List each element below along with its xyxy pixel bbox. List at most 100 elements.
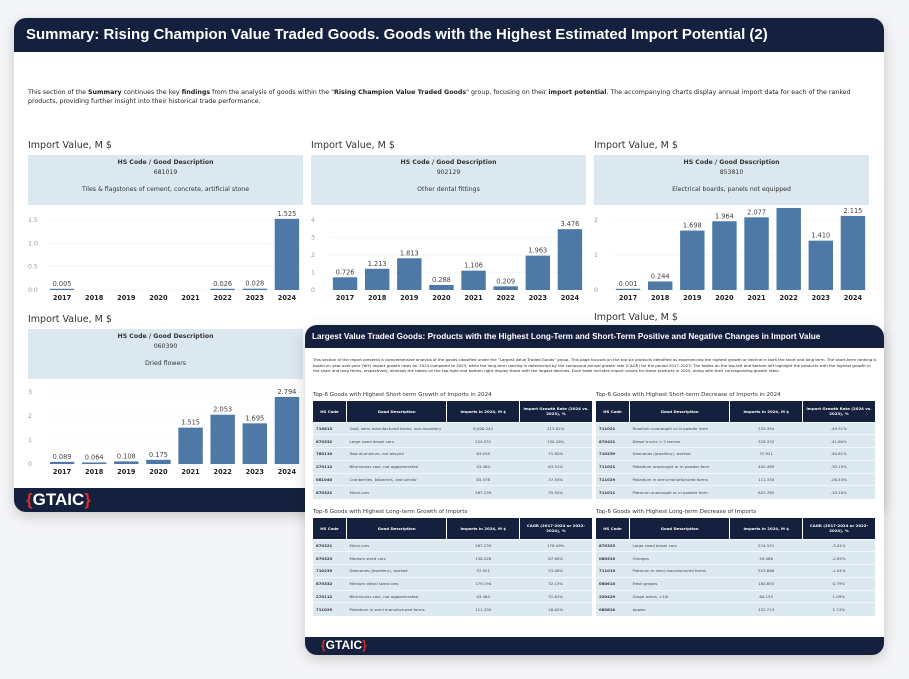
table-cell: 60.153: [729, 589, 803, 603]
column-header: Good Description: [346, 518, 448, 539]
data-label: 1.698: [683, 222, 702, 230]
table-cell: 1.09%: [802, 589, 875, 603]
data-label: 2.053: [213, 406, 232, 414]
bar-chart: 0 1 2 0.001 2017 0.244 2018 1.698 2019 1.964 2020 2…: [594, 208, 869, 302]
table-cell: 111.330: [729, 472, 803, 486]
gtaic-logo: {GTAIC}: [321, 638, 367, 652]
data-label: 1.695: [245, 414, 264, 422]
table-short-term-growth: Top-6 Goods with Highest Short-term Grow…: [313, 392, 592, 499]
data-label: 3.476: [560, 220, 579, 228]
column-header: HS Code: [313, 518, 347, 539]
table-cell: 587.239: [446, 538, 520, 552]
y-tick-label: 3: [28, 389, 32, 396]
table-cell: Apples: [629, 602, 730, 616]
table-row: 870321 Micro cars 587.239 178.49%: [313, 538, 592, 552]
table-cell: 711019: [596, 564, 630, 578]
bar-2020: [146, 459, 171, 464]
bar-2018: [81, 462, 107, 464]
table-title: Top-6 Goods with Highest Short-term Decr…: [596, 392, 781, 398]
table-cell: 130.26%: [519, 434, 592, 448]
x-tick-label: 2024: [278, 294, 297, 302]
table-row: 711021 Palladium unwrought or in powder f…: [596, 459, 875, 474]
column-header: HS Code: [596, 518, 630, 539]
hs-code-box: HS Code / Good Description 853810 Electric…: [594, 155, 869, 205]
table-cell: Medium diesel sized cars: [346, 576, 447, 591]
x-tick-label: 2018: [368, 294, 387, 302]
table-row: 711029 Palladium in semi manufactured for…: [313, 602, 592, 616]
hs-hs-label: HS Code / Good Description: [117, 159, 214, 166]
x-tick-label: 2017: [619, 294, 638, 302]
table-cell: 31.61%: [519, 589, 592, 603]
table-cell: 711011: [596, 485, 630, 499]
bar-2017: [49, 288, 75, 290]
column-header: HS Code: [313, 401, 347, 422]
table-row: 081040 Cranberries, bilberries, and simil…: [313, 472, 592, 486]
bar-2022: [210, 288, 235, 290]
y-tick-label: 4: [311, 217, 315, 224]
table-short-term-decrease: Top-6 Goods with Highest Short-term Decr…: [596, 392, 875, 499]
bar-2023: [808, 240, 834, 290]
data-label: 0.028: [245, 280, 264, 288]
table-cell: -26.44%: [802, 472, 875, 486]
table-cell: -3.01%: [802, 538, 875, 552]
largest-footer: {GTAIC}: [305, 637, 884, 655]
hs-hs-code: 060390: [153, 343, 178, 350]
table-cell: Micro cars: [346, 538, 447, 552]
table-cell: Platinum unwrought or in powder form: [629, 485, 730, 499]
data-table: HS Code Good Description Imports in 2024, …: [313, 518, 592, 616]
chart-title: Import Value, M $: [594, 312, 678, 323]
table-cell: 53.08%: [519, 564, 592, 578]
table-row: 711011 Platinum unwrought or in powder fo…: [596, 485, 875, 499]
table-row: 080810 Apples 152.713 2.74%: [596, 602, 875, 616]
data-label: 1.964: [715, 212, 734, 220]
bar-2024: [557, 229, 583, 290]
x-tick-label: 2024: [844, 294, 863, 302]
data-label: 1.213: [368, 260, 387, 268]
table-cell: 49.486: [729, 551, 803, 565]
table-row: 080510 Oranges 49.486 -2.85%: [596, 551, 875, 565]
x-tick-label: 2023: [246, 294, 265, 302]
data-label: 0.209: [496, 277, 515, 285]
bar-2024: [840, 215, 866, 290]
table-cell: -1.01%: [802, 564, 875, 578]
table-cell: 760110: [313, 447, 347, 461]
bar-2019: [114, 461, 139, 464]
column-header: HS Code: [596, 401, 630, 422]
x-tick-label: 2019: [683, 294, 702, 302]
table-cell: 523.666: [729, 564, 803, 578]
table-cell: 0.79%: [802, 576, 875, 591]
hs-description: Dried flowers: [144, 360, 187, 367]
table-row: 870333 Large sized diesel cars 224.531 -3.0…: [596, 538, 875, 552]
hs-description: Electrical boards, panels not equipped: [672, 186, 791, 193]
x-tick-label: 2017: [53, 468, 72, 476]
bar-2022: [493, 286, 518, 290]
data-label: 0.288: [432, 276, 451, 284]
table-row: 870332 Large sized diesel cars 224.531 130.…: [313, 434, 592, 448]
column-header: Good Description: [346, 401, 448, 422]
y-tick-label: 2: [28, 413, 32, 420]
table-row: 080610 Fresh grapes 180.655 0.79%: [596, 576, 875, 591]
hs-hs-code: 853810: [719, 169, 744, 176]
table-cell: Medium sized cars: [346, 551, 447, 565]
summary-intro: This section of the Summary continues th…: [28, 89, 851, 105]
table-title: Top-6 Goods with Highest Long-term Growt…: [313, 509, 468, 515]
table-header: HS Code Good Description Imports in 2024, …: [596, 518, 875, 539]
bar-2018: [364, 268, 390, 290]
table-cell: 335.394: [729, 421, 803, 435]
table-row: 870332 Medium diesel sized cars 179.194 32.…: [313, 576, 592, 591]
table-cell: 710239: [313, 564, 347, 578]
table-row: 710813 Gold, semi-manufactured forms, non…: [313, 421, 592, 435]
table-cell: Fresh grapes: [629, 576, 730, 591]
hs-code-box: HS Code / Good Description 060390 Dried fl…: [28, 329, 303, 379]
table-cell: 6,000.242: [446, 421, 520, 435]
table-cell: -41.60%: [802, 434, 875, 448]
data-label: 1.515: [181, 419, 200, 427]
bar-2020: [712, 221, 737, 290]
column-header: CAGR (2017-2024 or 2022-2024), %: [519, 518, 592, 539]
table-title: Top-6 Goods with Highest Short-term Grow…: [313, 392, 492, 398]
x-tick-label: 2024: [561, 294, 580, 302]
x-tick-label: 2022: [497, 294, 516, 302]
x-tick-label: 2019: [117, 468, 136, 476]
bar-2021: [461, 270, 486, 290]
column-header: Imports in 2024, M $: [446, 401, 520, 422]
